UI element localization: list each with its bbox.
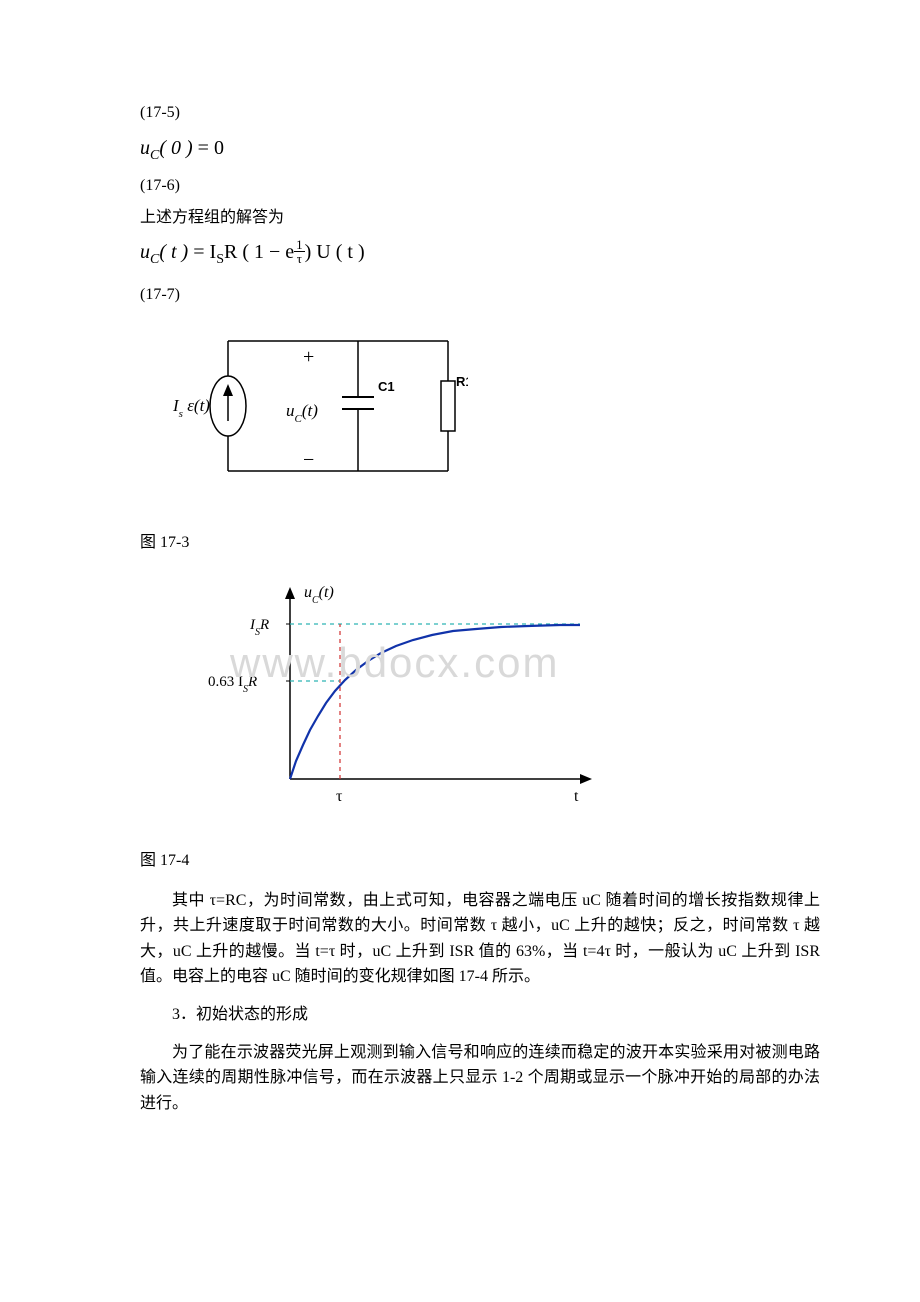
eq2-frac-num: 1 [294,238,305,252]
equation-number-17-7: (17-7) [140,282,820,308]
svg-text:C1: C1 [378,379,395,394]
figure-caption-17-3: 图 17-3 [140,530,820,556]
equation-number-17-5: (17-5) [140,100,820,126]
svg-text:t: t [574,788,579,805]
svg-text:−: − [303,449,314,471]
eq1-uc-u: u [140,137,150,159]
eq2-frac-den: τ [294,252,305,265]
equation-number-17-6: (17-6) [140,173,820,199]
equation-17-7-expr: uC( t ) = ISR ( 1 − e1τ) U ( t ) [140,236,820,271]
eq2-rhs1: = I [193,241,216,263]
eq2-rhs2: R ( 1 − e [224,241,294,263]
paragraph-explanation: 其中 τ=RC，为时间常数，由上式可知，电容器之端电压 uC 随着时间的增长按指… [140,888,820,990]
equation-17-6-expr: uC( 0 ) = 0 [140,132,820,167]
circuit-diagram-17-3: Is ε(t) + − uC(t) C1 R1 [168,321,820,510]
circuit-svg: Is ε(t) + − uC(t) C1 R1 [168,321,468,501]
chart-svg: uC(t) ISR 0.63 ISR τ t [180,569,600,819]
svg-text:Is ε(t): Is ε(t) [172,396,210,420]
svg-text:+: + [303,346,314,368]
eq2-sub: C [150,252,159,267]
eq1-arg: ( 0 ) [159,137,192,159]
figure-caption-17-4: 图 17-4 [140,848,820,874]
svg-text:0.63 ISR: 0.63 ISR [208,674,257,695]
svg-text:R1: R1 [456,374,468,389]
eq2-rhs1-sub: S [216,252,224,267]
eq1-rhs: = 0 [198,137,224,159]
svg-text:ISR: ISR [249,617,269,638]
svg-text:uC(t): uC(t) [304,584,334,606]
svg-text:τ: τ [336,788,343,805]
chart-17-4: www.bdocx.com uC(t)ISR0.63 ISRτt [180,569,820,828]
section-3-heading: 3．初始状态的形成 [140,1002,820,1028]
svg-text:uC(t): uC(t) [286,401,318,425]
paragraph-initial-state: 为了能在示波器荧光屏上观测到输入信号和响应的连续而稳定的波开本实验采用对被测电路… [140,1040,820,1117]
eq2-u: u [140,241,150,263]
eq1-uc-sub: C [150,148,159,163]
eq2-arg: ( t ) [159,241,188,263]
eq2-rhs3: ) U ( t ) [305,241,365,263]
solve-label: 上述方程组的解答为 [140,205,820,231]
